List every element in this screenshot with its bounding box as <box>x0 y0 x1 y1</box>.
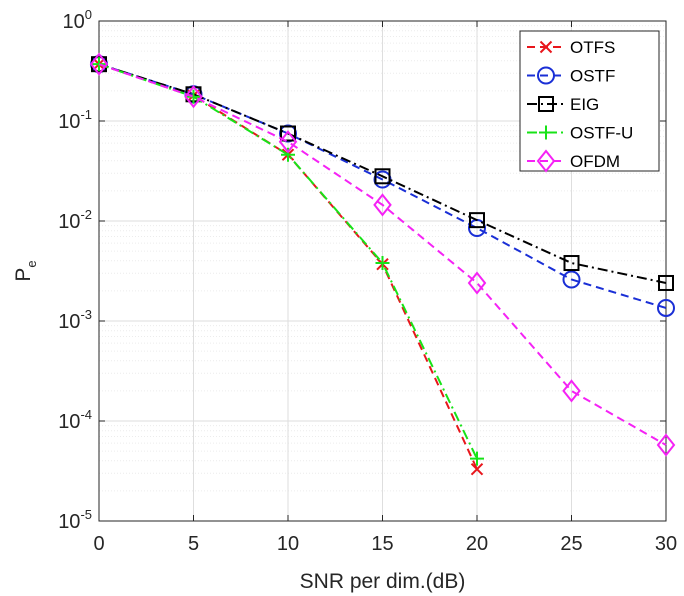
legend-marker <box>539 125 553 140</box>
legend-box <box>519 30 660 172</box>
y-tick-exponent: -1 <box>80 107 92 122</box>
data-point-ofdm <box>184 85 203 109</box>
legend-label: OFDM <box>570 152 620 171</box>
data-point-ofdm <box>278 130 298 154</box>
y-tick-exponent: -4 <box>80 407 92 422</box>
legend: OTFS OSTF EIG OSTF-U OFDM <box>519 30 660 173</box>
data-point-eig <box>658 274 674 291</box>
y-tick-label: 10-2 <box>58 207 92 233</box>
series-line-ostf <box>98 63 667 309</box>
y-axis-label: Pe <box>12 260 39 281</box>
y-tick-label: 10-1 <box>58 107 92 133</box>
legend-label: OSTF-U <box>570 124 633 143</box>
data-point-ostf-u <box>375 256 390 271</box>
legend-item-ofdm: OFDM <box>527 149 620 173</box>
legend-label: OTFS <box>570 38 615 57</box>
y-tick-label: 100 <box>63 7 92 33</box>
data-point-ofdm <box>562 379 581 403</box>
y-tick-base: 10 <box>58 511 80 533</box>
x-axis-label: SNR per dim.(dB) <box>300 570 466 593</box>
x-tick-label: 5 <box>188 533 199 555</box>
y-tick-exponent: -5 <box>80 507 92 522</box>
x-tick-label: 15 <box>371 533 393 555</box>
y-tick-base: 10 <box>58 111 80 133</box>
data-point-eig <box>374 168 391 185</box>
legend-marker <box>539 40 553 54</box>
data-point-ostf-u <box>281 147 295 162</box>
y-tick-base: 10 <box>63 11 85 33</box>
legend-item-ostf-u: OSTF-U <box>527 124 633 143</box>
legend-item-otfs: OTFS <box>527 38 615 57</box>
data-point-eig <box>469 212 485 229</box>
x-tick-label: 10 <box>277 533 299 555</box>
x-tick-label: 0 <box>93 533 104 555</box>
y-axis-label-main: P <box>12 268 35 282</box>
y-axis-label-subscript: e <box>24 260 39 267</box>
y-tick-exponent: 0 <box>85 7 92 22</box>
x-tick-label: 25 <box>560 533 582 555</box>
data-point-ostf-u <box>186 89 201 104</box>
data-point-ostf <box>562 270 581 289</box>
y-tick-base: 10 <box>58 311 80 333</box>
x-tick-label: 20 <box>466 533 488 555</box>
x-tick-label: 30 <box>655 533 677 555</box>
y-tick-label: 10-4 <box>58 407 92 433</box>
legend-marker <box>538 96 554 112</box>
y-tick-base: 10 <box>58 211 80 233</box>
data-point-eig <box>280 125 296 142</box>
series-ofdm <box>89 52 676 457</box>
legend-marker <box>536 149 556 173</box>
data-point-ostf-u <box>92 57 106 72</box>
y-tick-label: 10-3 <box>58 307 92 333</box>
data-point-ostf-u <box>470 451 484 466</box>
data-point-ofdm <box>373 193 392 217</box>
y-tick-exponent: -2 <box>80 207 92 222</box>
legend-item-ostf: OSTF <box>527 66 615 86</box>
x-tick-labels: 0 5 10 15 20 25 30 <box>93 533 677 555</box>
legend-label: EIG <box>570 95 599 114</box>
legend-label: OSTF <box>570 67 615 86</box>
series-line-ofdm <box>98 63 667 446</box>
data-point-otfs <box>470 462 484 476</box>
y-tick-exponent: -3 <box>80 307 92 322</box>
y-tick-base: 10 <box>58 411 80 433</box>
data-point-ofdm <box>467 271 487 295</box>
axis-ticks <box>98 20 667 522</box>
legend-item-eig: EIG <box>527 95 599 114</box>
legend-marker <box>537 66 555 85</box>
series-line-eig <box>98 63 667 284</box>
data-point-ofdm <box>89 52 109 76</box>
data-point-ostf <box>657 298 675 317</box>
data-point-eig <box>563 255 580 272</box>
data-point-ofdm <box>656 433 676 457</box>
series-layer <box>89 52 676 476</box>
y-tick-label: 10-5 <box>58 507 92 533</box>
